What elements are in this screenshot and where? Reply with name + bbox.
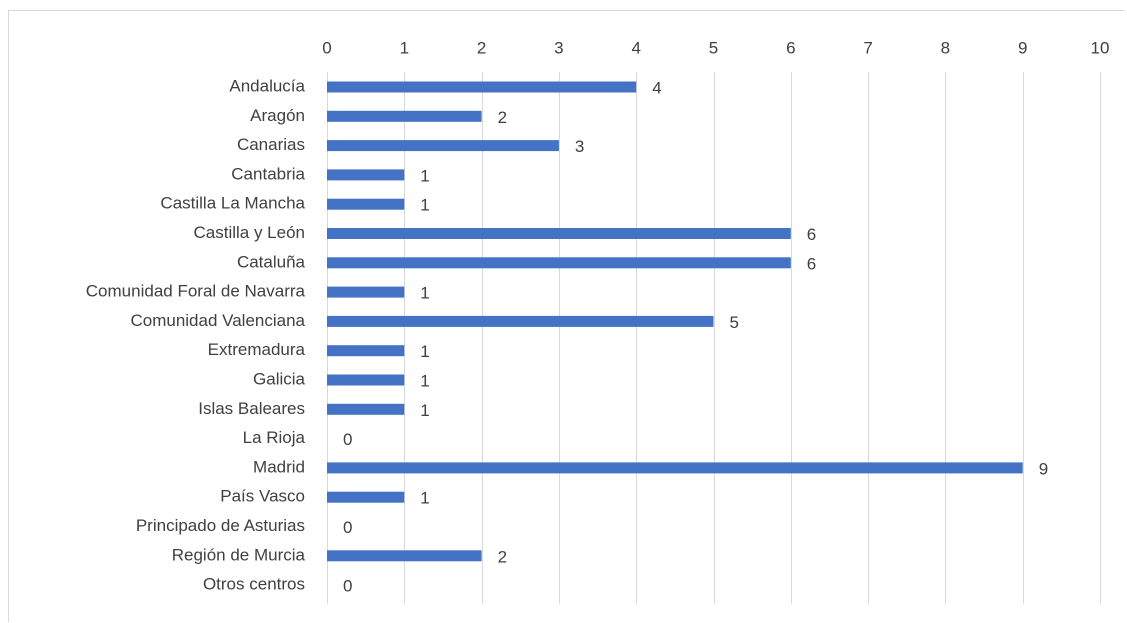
x-tick-label: 6 <box>786 38 795 57</box>
category-label: Madrid <box>253 457 305 476</box>
data-label: 6 <box>807 254 816 273</box>
category-label: Andalucía <box>229 76 305 95</box>
data-label: 1 <box>420 489 429 508</box>
x-tick-label: 9 <box>1018 38 1027 57</box>
data-label: 1 <box>420 166 429 185</box>
x-tick-label: 0 <box>322 38 331 57</box>
category-label: La Rioja <box>243 428 306 447</box>
data-label: 9 <box>1039 459 1048 478</box>
category-labels: Andalucía Aragón Canarias Cantabria Castilla… <box>86 76 306 593</box>
x-tick-label: 3 <box>554 38 563 57</box>
bar <box>327 491 405 503</box>
category-label: Aragón <box>250 106 305 125</box>
bar <box>327 286 405 298</box>
bar <box>327 198 405 210</box>
bar <box>327 315 714 327</box>
category-label: Cantabria <box>231 164 305 183</box>
category-label: Castilla La Mancha <box>160 194 305 213</box>
category-label: Extremadura <box>208 340 306 359</box>
x-tick-label: 5 <box>709 38 718 57</box>
data-label: 6 <box>807 225 816 244</box>
category-label: Castilla y León <box>193 223 305 242</box>
bar <box>327 140 559 152</box>
category-label: Comunidad Valenciana <box>130 311 305 330</box>
bar <box>327 110 482 122</box>
category-label: Cataluña <box>237 252 306 271</box>
x-tick-label: 7 <box>863 38 872 57</box>
data-label: 1 <box>420 196 429 215</box>
chart-frame <box>8 10 1124 622</box>
bar <box>327 374 405 386</box>
category-label: Islas Baleares <box>198 399 305 418</box>
data-label: 4 <box>652 78 661 97</box>
data-label: 0 <box>343 518 352 537</box>
x-tick-label: 10 <box>1091 38 1110 57</box>
category-label: Galicia <box>253 369 306 388</box>
bar <box>327 228 791 239</box>
bar <box>327 550 482 562</box>
category-label: Canarias <box>237 135 305 154</box>
bar <box>327 345 405 357</box>
data-label: 3 <box>575 137 584 156</box>
bar <box>327 257 791 269</box>
x-tick-label: 8 <box>941 38 950 57</box>
bar <box>327 81 637 93</box>
data-label: 1 <box>420 342 429 361</box>
category-label: Región de Murcia <box>172 545 306 564</box>
data-label: 2 <box>498 547 507 566</box>
data-label: 0 <box>343 577 352 596</box>
x-tick-label: 1 <box>400 38 409 57</box>
category-label: Otros centros <box>203 575 305 594</box>
x-tick-label: 4 <box>631 38 640 57</box>
data-label: 1 <box>420 284 429 303</box>
x-axis-ticks: 0 1 2 3 4 5 6 7 8 9 10 <box>322 38 1109 57</box>
category-label: Principado de Asturias <box>136 516 305 535</box>
bar <box>327 462 1023 474</box>
data-label: 5 <box>730 313 739 332</box>
category-label: Comunidad Foral de Navarra <box>86 282 306 301</box>
data-label: 0 <box>343 430 352 449</box>
data-label: 1 <box>420 401 429 420</box>
data-label: 1 <box>420 371 429 390</box>
gridlines <box>327 72 1101 604</box>
bars <box>327 81 1023 562</box>
data-labels: 4 2 3 1 1 6 6 1 5 1 1 1 0 9 1 0 2 0 <box>343 78 1048 595</box>
x-tick-label: 2 <box>477 38 486 57</box>
data-label: 2 <box>498 108 507 127</box>
bar <box>327 403 405 415</box>
category-label: País Vasco <box>220 487 305 506</box>
bar <box>327 169 405 181</box>
